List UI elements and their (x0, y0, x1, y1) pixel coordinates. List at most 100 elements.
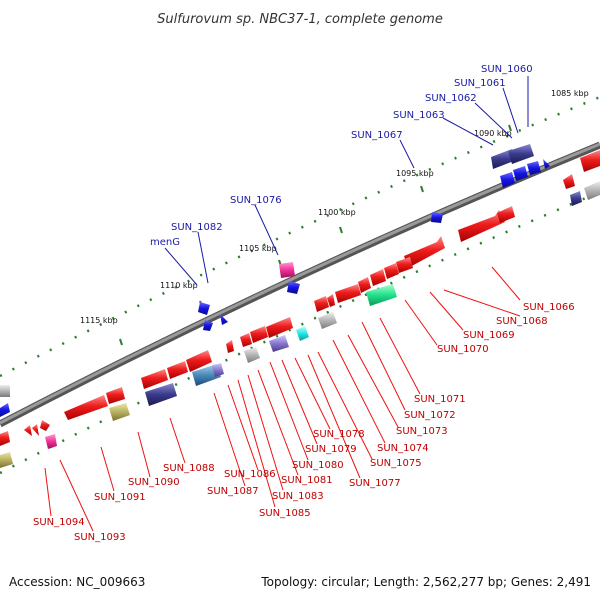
top-callout-lines (164, 76, 529, 286)
top-gene-labels: SUN_1060 SUN_1061 SUN_1062 SUN_1063 SUN_… (150, 64, 533, 248)
gene-label: SUN_1076 (230, 195, 282, 206)
gene-label: SUN_1086 (224, 469, 276, 480)
gene-label: SUN_1082 (171, 222, 223, 233)
gene-feature (226, 340, 234, 353)
gene-feature (497, 206, 515, 223)
gene-feature (327, 294, 335, 307)
gene-feature (563, 174, 575, 189)
gene-feature (266, 317, 293, 338)
gene-feature (370, 269, 386, 286)
scale-label: 1110 kbp (160, 281, 198, 290)
gene-feature (32, 424, 39, 436)
gene-feature (250, 326, 268, 343)
gene-label: SUN_1062 (425, 93, 477, 104)
gene-label: SUN_1068 (496, 316, 548, 327)
gene-feature (24, 425, 32, 436)
gene-label: SUN_1061 (454, 78, 506, 89)
gene-feature (508, 144, 534, 164)
gene-feature (543, 159, 550, 169)
gene-feature (570, 191, 582, 206)
genome-backbone (0, 141, 600, 428)
gene-feature (145, 383, 177, 406)
gene-feature (45, 434, 57, 449)
bottom-callout-lines (44, 266, 521, 532)
gene-feature (141, 369, 168, 389)
gene-label: SUN_1060 (481, 64, 533, 75)
gene-feature (203, 320, 213, 331)
gene-feature (335, 284, 361, 303)
scale-label: 1105 kbp (239, 244, 277, 253)
gene-label: SUN_1069 (463, 330, 515, 341)
gene-feature (186, 350, 212, 372)
gene-label: SUN_1088 (163, 463, 215, 474)
gene-label: SUN_1073 (396, 426, 448, 437)
gene-label: SUN_1093 (74, 532, 126, 543)
gene-feature (167, 361, 188, 379)
gene-feature (40, 420, 50, 431)
scale-label: 1115 kbp (80, 316, 118, 325)
gene-label: SUN_1074 (377, 443, 429, 454)
gene-feature (396, 257, 413, 273)
gene-feature (212, 363, 224, 377)
gene-feature (404, 236, 445, 268)
gene-feature (580, 150, 600, 172)
inner-strand-genes (0, 181, 600, 468)
gene-feature (0, 431, 10, 446)
gene-feature (318, 312, 337, 329)
gene-feature (358, 277, 371, 293)
gene-feature (314, 296, 329, 312)
gene-feature (240, 333, 252, 347)
gene-label: SUN_1071 (414, 394, 466, 405)
genome-summary-text: Topology: circular; Length: 2,562,277 bp… (260, 575, 591, 589)
gene-label: SUN_1091 (94, 492, 146, 503)
scale-label: 1090 kbp (474, 129, 512, 138)
gene-label: SUN_1070 (437, 344, 489, 355)
scale-ticks (119, 124, 512, 346)
scale-label: 1095 kbp (396, 169, 434, 178)
map-title: Sulfurovum sp. NBC37-1, complete genome (157, 12, 443, 27)
gene-feature (287, 281, 300, 294)
gene-feature (269, 335, 289, 352)
gene-feature (0, 452, 13, 468)
gene-label: SUN_1090 (128, 477, 180, 488)
gene-label: SUN_1081 (281, 475, 333, 486)
bottom-gene-labels: SUN_1066 SUN_1068 SUN_1069 SUN_1070 SUN_… (33, 302, 575, 543)
gene-label: SUN_1078 (313, 429, 365, 440)
gene-feature (431, 212, 443, 223)
gene-label: SUN_1072 (404, 410, 456, 421)
gene-feature (384, 263, 399, 279)
gene-feature (0, 385, 10, 397)
scale-label: 1085 kbp (551, 89, 589, 98)
accession-text: Accession: NC_009663 (9, 575, 145, 589)
gene-feature (64, 395, 108, 420)
gene-feature (220, 314, 228, 325)
gene-label: SUN_1079 (305, 444, 357, 455)
gene-feature (109, 403, 130, 421)
scale-labels: 1085 kbp 1090 kbp 1095 kbp 1100 kbp 1105… (80, 89, 589, 325)
gene-feature (366, 284, 397, 306)
gene-feature (513, 166, 528, 181)
gene-label: SUN_1067 (351, 130, 403, 141)
gene-label: SUN_1083 (272, 491, 324, 502)
gene-feature (279, 262, 295, 278)
gene-feature (527, 161, 541, 175)
gene-feature (584, 181, 600, 200)
outer-strand-genes (0, 144, 600, 446)
gene-feature (198, 302, 210, 315)
gene-label: SUN_1077 (349, 478, 401, 489)
gene-label: SUN_1075 (370, 458, 422, 469)
gene-feature (106, 387, 125, 404)
gene-label: SUN_1066 (523, 302, 575, 313)
gene-feature (296, 326, 309, 341)
gene-feature (244, 347, 260, 363)
gene-feature (500, 172, 515, 188)
gene-feature (491, 149, 514, 169)
gene-label: SUN_1085 (259, 508, 311, 519)
gene-label: SUN_1080 (292, 460, 344, 471)
gene-feature (458, 210, 505, 242)
gene-feature (0, 403, 10, 417)
gene-label: SUN_1087 (207, 486, 259, 497)
gene-label: SUN_1094 (33, 517, 85, 528)
